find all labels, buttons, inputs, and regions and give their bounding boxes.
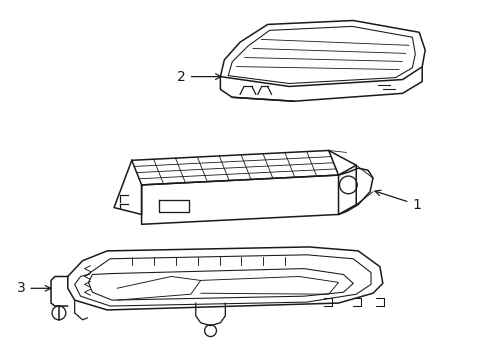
Text: 1: 1 — [374, 190, 420, 212]
Text: 3: 3 — [17, 281, 51, 295]
Text: 2: 2 — [177, 69, 221, 84]
